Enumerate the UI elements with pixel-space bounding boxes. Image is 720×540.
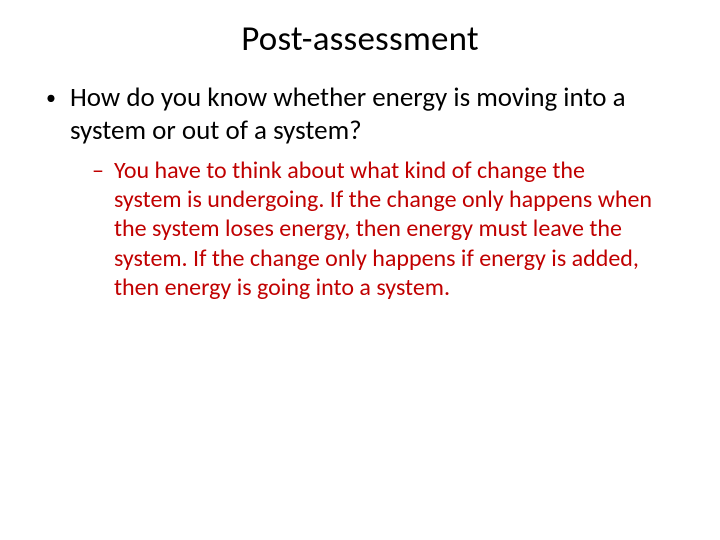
- bullet-marker-l2: –: [92, 156, 104, 185]
- bullet-marker-l1: •: [46, 82, 56, 114]
- bullet-answer-text: You have to think about what kind of cha…: [114, 156, 680, 302]
- bullet-answer: – You have to think about what kind of c…: [92, 156, 680, 302]
- page-title: Post-assessment: [40, 18, 680, 60]
- slide: Post-assessment • How do you know whethe…: [0, 0, 720, 540]
- bullet-question: • How do you know whether energy is movi…: [46, 82, 680, 148]
- bullet-question-text: How do you know whether energy is moving…: [70, 82, 680, 148]
